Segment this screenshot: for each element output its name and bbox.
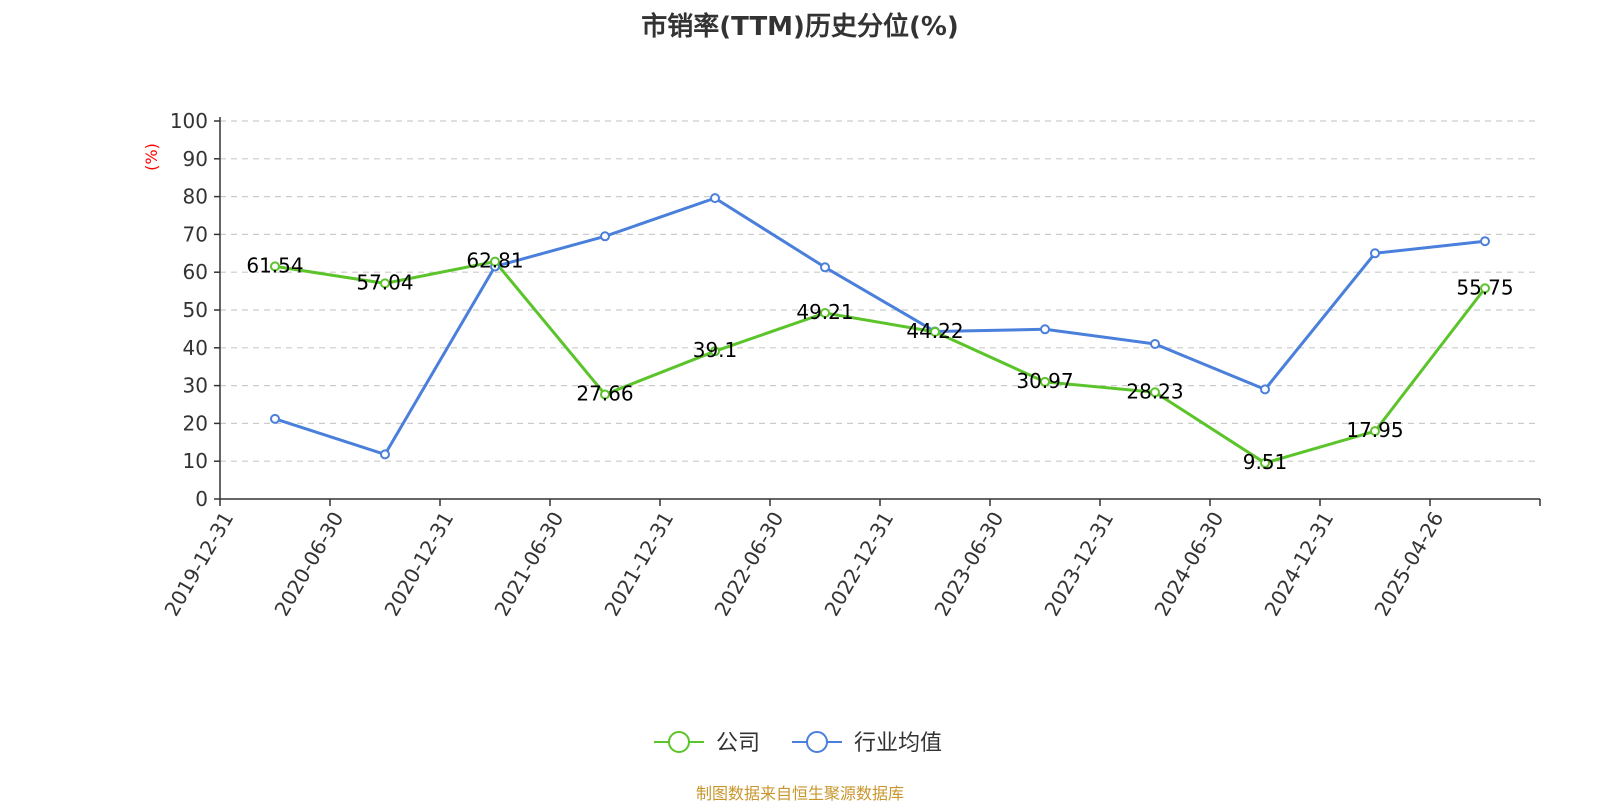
legend: 公司 行业均值 (654, 731, 942, 756)
data-label: 9.51 (1243, 450, 1288, 474)
data-point (710, 193, 720, 204)
data-point (1040, 324, 1050, 335)
x-tick-label: 2021-06-30 (489, 508, 568, 621)
data-labels: 61.54 57.04 62.81 27.66 39.1 49.21 44.22 30.97 2… (246, 249, 1513, 474)
data-point (380, 449, 390, 460)
x-tick-label: 2025-04-26 (1369, 508, 1448, 621)
data-point (490, 256, 500, 267)
data-point (270, 413, 280, 424)
data-label: 39.1 (693, 338, 738, 362)
y-tick-label: 30 (183, 374, 208, 398)
data-label: 44.22 (906, 319, 963, 343)
x-tick-label: 2020-06-30 (269, 508, 348, 621)
legend-label: 行业均值 (854, 731, 942, 756)
grid-lines (220, 120, 1540, 462)
axes (214, 117, 1541, 506)
legend-symbol-marker (668, 731, 690, 753)
data-label: 30.97 (1016, 369, 1073, 393)
data-label: 62.81 (466, 249, 523, 273)
y-axis-label: (%) (142, 143, 161, 171)
data-point (1040, 376, 1050, 387)
data-point (1370, 426, 1380, 437)
data-label: 49.21 (796, 300, 853, 324)
data-point (820, 307, 830, 318)
data-point (1260, 458, 1270, 469)
data-point (930, 326, 940, 337)
y-tick-label: 0 (195, 487, 208, 511)
data-point (380, 278, 390, 289)
x-tick-label: 2023-06-30 (929, 508, 1008, 621)
x-tick-label: 2024-12-31 (1259, 508, 1338, 621)
x-tick-label: 2019-12-31 (159, 508, 238, 621)
data-label: 17.95 (1346, 418, 1403, 442)
data-point (1150, 387, 1160, 398)
y-tick-label: 80 (183, 185, 208, 209)
y-tick-label: 100 (170, 109, 208, 133)
data-label: 55.75 (1456, 275, 1513, 299)
legend-symbol-marker (806, 731, 828, 753)
y-tick-label: 50 (183, 298, 208, 322)
legend-label: 公司 (716, 731, 760, 756)
series-line-1 (274, 196, 1486, 456)
data-point (1150, 339, 1160, 350)
x-tick-label: 2022-06-30 (709, 508, 788, 621)
chart-title: 市销率(TTM)历史分位(%) (641, 12, 959, 42)
data-point (600, 389, 610, 400)
x-tick-label: 2024-06-30 (1149, 508, 1228, 621)
data-label: 27.66 (576, 381, 633, 405)
data-point (1370, 248, 1380, 259)
data-point (270, 261, 280, 272)
y-tick-labels: 0 10 20 30 40 50 60 70 80 90 100 (170, 109, 208, 511)
data-label: 57.04 (356, 270, 413, 294)
x-tick-label: 2020-12-31 (379, 508, 458, 621)
data-point (710, 346, 720, 357)
y-tick-label: 60 (183, 260, 208, 284)
data-label: 28.23 (1126, 379, 1183, 403)
data-label: 61.54 (246, 253, 303, 277)
data-point (1260, 384, 1270, 395)
data-point (600, 231, 610, 242)
x-tick-labels: 2019-12-31 2020-06-30 2020-12-31 2021-06-30… (159, 508, 1448, 621)
y-tick-label: 40 (183, 336, 208, 360)
data-point (1480, 283, 1490, 294)
y-tick-label: 10 (183, 449, 208, 473)
data-point (820, 262, 830, 273)
series-lines (270, 193, 1490, 469)
source-note: 制图数据来自恒生聚源数据库 (695, 784, 904, 803)
x-tick-label: 2021-12-31 (599, 508, 678, 621)
x-tick-label: 2022-12-31 (819, 508, 898, 621)
series-line-0 (274, 260, 1487, 465)
data-point (1480, 236, 1490, 247)
y-tick-label: 20 (183, 411, 208, 435)
x-tick-label: 2023-12-31 (1039, 508, 1118, 621)
y-tick-label: 90 (183, 147, 208, 171)
y-tick-label: 70 (183, 222, 208, 246)
